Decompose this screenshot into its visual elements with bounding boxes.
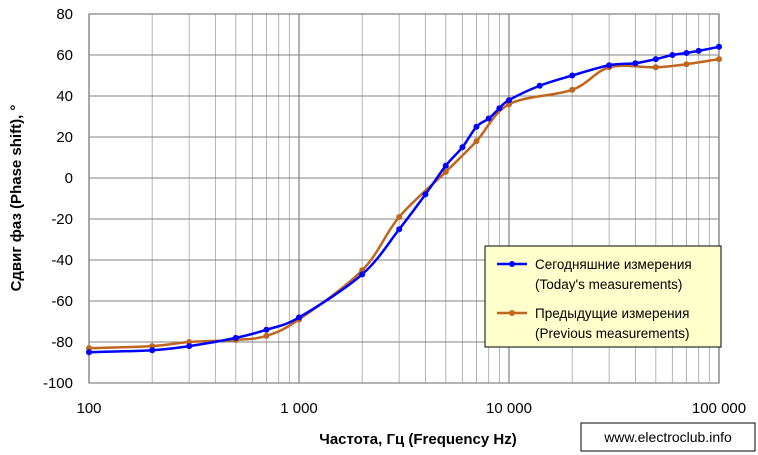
series-today-point <box>569 72 576 79</box>
x-tick-label: 100 <box>76 400 101 417</box>
watermark: www.electroclub.info <box>580 422 756 452</box>
series-today-point <box>485 115 492 122</box>
legend-label-today-1: Сегодняшние измерения <box>535 257 692 272</box>
y-tick-label: 60 <box>56 47 73 64</box>
series-today-point <box>359 271 366 278</box>
series-previous-point <box>263 332 270 339</box>
x-tick-label: 10 000 <box>486 400 532 417</box>
legend-dot-today <box>509 261 515 267</box>
y-tick-label: 80 <box>56 6 73 23</box>
series-today-point <box>263 326 270 333</box>
series-previous-point <box>442 168 449 175</box>
series-layer <box>86 43 722 356</box>
series-today-point <box>606 62 613 69</box>
tick-labels: -100 -80 -60 -40 -20 0 20 40 60 80 100 1 000 10 000 1… <box>43 6 746 417</box>
series-today-point <box>683 49 690 56</box>
series-today-point <box>496 105 503 112</box>
series-today-point <box>86 349 92 356</box>
y-tick-label: 20 <box>56 129 73 146</box>
series-today-point <box>232 334 239 341</box>
series-today-point <box>459 144 466 151</box>
series-previous-point <box>652 64 659 71</box>
series-today-point <box>652 56 659 63</box>
x-axis-title: Частота, Гц (Frequency Hz) <box>319 431 516 448</box>
y-tick-label: -40 <box>51 252 73 269</box>
legend-label-previous-1: Предыдущие измерения <box>535 306 689 321</box>
series-previous-point <box>506 101 512 108</box>
y-tick-label: -100 <box>43 375 73 392</box>
series-today-point <box>396 226 403 233</box>
series-previous-point <box>396 213 403 220</box>
legend: Сегодняшние измерения (Today's measureme… <box>484 245 722 348</box>
y-tick-label: -60 <box>51 293 73 310</box>
series-previous-point <box>569 86 576 93</box>
y-tick-label: 40 <box>56 88 73 105</box>
series-today-point <box>632 60 639 67</box>
series-today-point <box>149 347 156 354</box>
series-previous-point <box>683 61 690 68</box>
y-tick-label: -80 <box>51 334 73 351</box>
series-today-point <box>716 43 722 50</box>
x-tick-label: 100 000 <box>692 400 746 417</box>
legend-label-today-2: (Today's measurements) <box>535 277 682 292</box>
series-previous-point <box>186 339 193 345</box>
legend-label-previous-2: (Previous measurements) <box>535 326 690 341</box>
series-today-point <box>669 52 676 58</box>
series-today-point <box>442 162 449 169</box>
series-previous-point <box>149 343 156 350</box>
series-previous-point <box>473 138 480 145</box>
y-tick-label: 0 <box>65 170 73 187</box>
series-today-point <box>296 314 302 321</box>
y-tick-label: -20 <box>51 211 73 228</box>
series-today-point <box>422 191 429 198</box>
series-today-point <box>506 97 512 104</box>
watermark-box <box>580 422 756 452</box>
plot-frame <box>88 13 720 384</box>
series-today-point <box>695 47 702 54</box>
series-today-point <box>186 343 193 350</box>
x-tick-label: 1 000 <box>280 400 318 417</box>
series-today-point <box>536 82 543 89</box>
series-previous-point <box>86 345 92 352</box>
watermark-text: www.electroclub.info <box>603 429 732 445</box>
y-axis-title: Сдвиг фаз (Phase shift), ° <box>8 105 25 292</box>
series-today-point <box>473 123 480 130</box>
legend-dot-previous <box>509 310 515 316</box>
series-previous-point <box>716 56 722 63</box>
